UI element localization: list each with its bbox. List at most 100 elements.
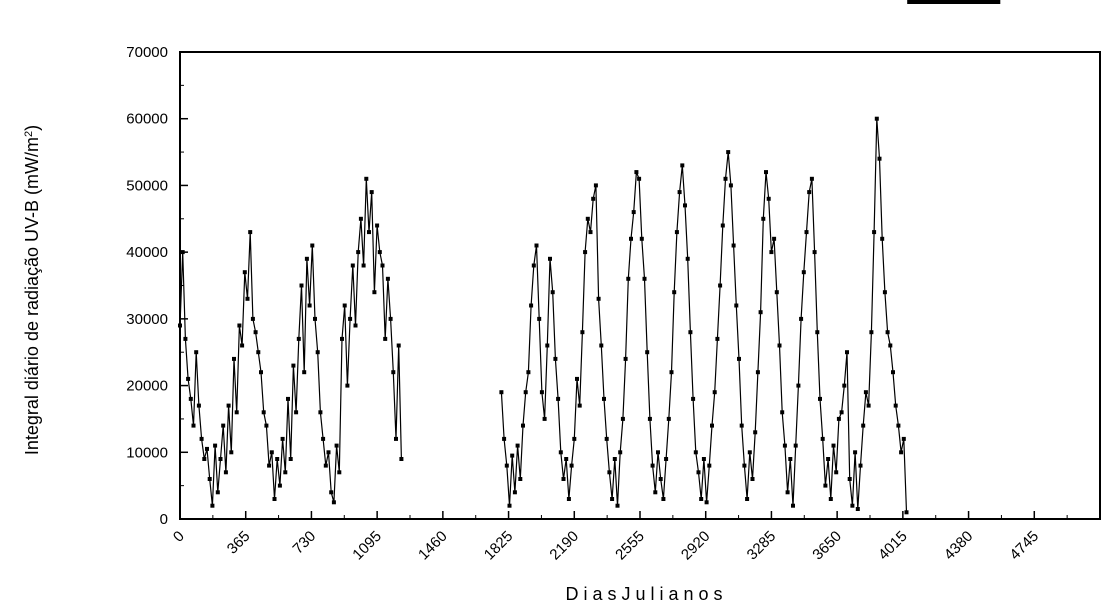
data-point	[907, 0, 912, 4]
data-point	[599, 343, 604, 348]
data-point	[863, 390, 868, 395]
data-point	[194, 350, 199, 355]
data-point	[531, 263, 536, 268]
data-point	[612, 457, 617, 461]
data-point	[745, 497, 750, 501]
plot-frame	[179, 51, 1101, 520]
data-point	[345, 383, 350, 388]
data-point	[377, 250, 382, 255]
data-point	[310, 243, 315, 248]
x-tick-label: 3285	[744, 528, 780, 564]
data-point	[248, 230, 253, 235]
data-point	[507, 503, 512, 508]
data-point	[669, 370, 674, 375]
data-point	[963, 0, 968, 4]
data-point	[340, 336, 344, 341]
data-point	[296, 336, 301, 341]
data-point	[820, 436, 825, 441]
data-point	[396, 343, 401, 348]
data-point	[958, 0, 963, 4]
data-point	[766, 196, 771, 201]
data-point	[618, 450, 623, 455]
data-point	[726, 150, 731, 155]
data-point	[548, 256, 552, 261]
data-point	[356, 250, 361, 255]
data-point	[385, 276, 390, 281]
data-point	[796, 383, 801, 388]
data-point	[242, 270, 247, 275]
x-tick-label: 1460	[415, 528, 451, 564]
data-point	[261, 410, 266, 415]
data-point	[572, 436, 577, 441]
data-point	[367, 230, 371, 235]
data-point	[250, 316, 255, 321]
data-point	[183, 336, 188, 341]
data-point	[272, 497, 277, 501]
data-point	[834, 470, 839, 475]
data-point	[631, 210, 636, 215]
data-point	[569, 463, 574, 468]
data-point	[521, 423, 525, 428]
data-point	[793, 443, 798, 448]
data-point	[826, 457, 831, 461]
data-point	[807, 190, 812, 195]
data-point	[337, 470, 342, 475]
data-point	[383, 336, 388, 341]
data-point	[950, 0, 955, 4]
data-point	[718, 283, 723, 288]
data-point	[610, 497, 615, 501]
data-point	[893, 403, 898, 408]
data-point	[853, 450, 858, 455]
data-point	[996, 0, 1001, 4]
data-point	[215, 490, 220, 495]
data-point	[818, 396, 822, 401]
data-point	[683, 203, 687, 208]
data-point	[245, 296, 250, 301]
data-point	[210, 503, 215, 508]
data-point	[329, 490, 334, 495]
data-point	[785, 490, 790, 495]
data-point	[774, 290, 779, 295]
data-point	[764, 170, 768, 175]
data-point	[672, 290, 677, 295]
data-point	[267, 463, 272, 468]
data-point	[739, 423, 744, 428]
data-point	[542, 416, 547, 421]
data-point	[191, 423, 196, 428]
data-point	[202, 457, 207, 461]
data-point	[518, 477, 523, 481]
data-point	[747, 450, 752, 455]
data-point	[539, 390, 544, 395]
data-point	[307, 303, 312, 308]
data-point	[791, 503, 795, 508]
data-point	[585, 216, 590, 221]
data-point	[734, 303, 739, 308]
data-point	[664, 457, 669, 461]
data-point	[737, 356, 741, 361]
data-point	[647, 416, 652, 421]
data-point	[229, 450, 234, 455]
y-tick-label: 30000	[126, 311, 168, 328]
data-point	[223, 470, 228, 475]
data-point	[286, 396, 290, 401]
data-point	[326, 450, 331, 455]
data-point	[823, 483, 828, 488]
data-point	[680, 163, 685, 168]
data-point	[650, 463, 655, 468]
data-point	[591, 196, 596, 201]
data-point	[850, 503, 855, 508]
data-point	[553, 356, 558, 361]
data-point	[656, 450, 660, 455]
data-point	[275, 457, 280, 461]
data-point	[321, 436, 326, 441]
y-axis-title: Integral diário de radiação UV-B (mW/m2)	[22, 125, 42, 455]
data-point	[575, 376, 579, 381]
data-point	[936, 0, 941, 4]
data-point	[299, 283, 304, 288]
data-point	[288, 457, 293, 461]
x-tick-label: 4015	[875, 528, 911, 564]
data-point	[942, 0, 947, 4]
data-point	[388, 316, 393, 321]
series-line	[179, 178, 402, 507]
data-point	[283, 470, 288, 475]
